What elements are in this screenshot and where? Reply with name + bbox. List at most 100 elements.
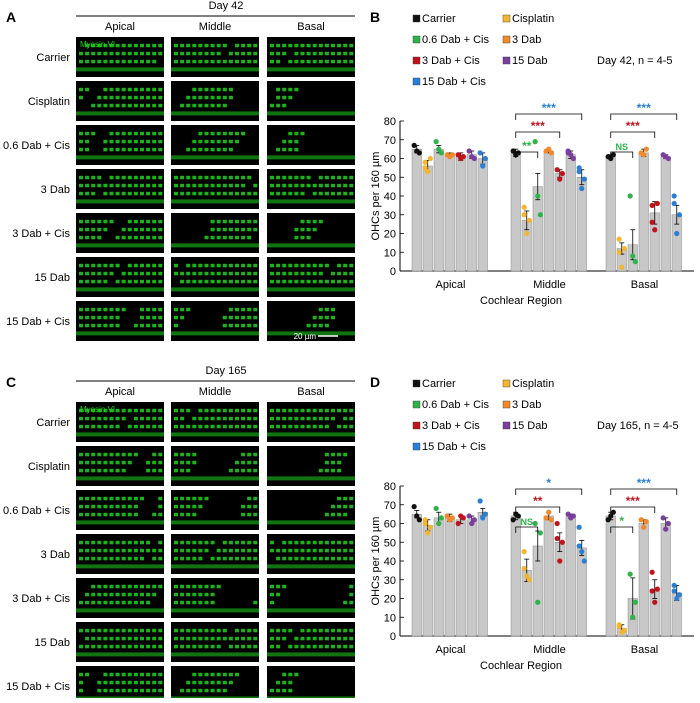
hair-cell (294, 416, 299, 421)
micrograph-image (267, 622, 355, 662)
hair-cell (282, 175, 287, 180)
hair-cell (133, 424, 138, 429)
hair-cell (140, 87, 144, 92)
hair-cell (186, 51, 191, 56)
hair-cell (146, 628, 151, 633)
hair-cell (282, 416, 287, 421)
hair-cell (103, 468, 108, 473)
hair-cell (204, 584, 209, 589)
bar (433, 148, 444, 272)
row-label: Carrier (36, 52, 70, 64)
legend-swatch (502, 35, 511, 44)
support-band (267, 287, 355, 292)
hair-cell (109, 468, 114, 473)
hair-cell (241, 460, 246, 465)
data-point (627, 193, 633, 199)
hair-cell (247, 315, 252, 320)
hair-cell (247, 51, 252, 56)
hair-cell (324, 307, 329, 312)
hair-cell (79, 59, 83, 64)
hair-cell (140, 51, 144, 56)
micrograph-image (76, 534, 164, 574)
hair-cell (294, 540, 299, 545)
bar (466, 519, 477, 637)
hair-cell (288, 680, 293, 685)
data-point (554, 535, 560, 542)
hair-cell (174, 628, 178, 633)
hair-cell (103, 95, 108, 100)
hair-cell (109, 51, 114, 56)
hair-cell (343, 556, 348, 561)
hair-cell (204, 43, 209, 48)
hair-cell (146, 548, 151, 553)
hair-cell (241, 512, 246, 517)
hair-cell (337, 51, 342, 56)
hair-cell (222, 672, 227, 677)
hair-cell (228, 672, 233, 677)
hair-cell (198, 51, 203, 56)
hair-cell (79, 688, 83, 693)
bar (411, 148, 422, 272)
hair-cell (349, 408, 354, 413)
hair-cell (204, 636, 209, 641)
hair-cell (97, 416, 102, 421)
hair-cell (343, 628, 348, 633)
hair-cell (152, 315, 157, 320)
bar (422, 165, 433, 272)
hair-cell (288, 43, 293, 48)
hair-cell (216, 263, 221, 268)
hair-cell (294, 424, 299, 429)
legend-label: 3 Dab + Cis (422, 55, 480, 67)
hair-cell (288, 95, 293, 100)
hair-cell (140, 191, 144, 196)
hair-cell (85, 147, 90, 152)
data-point (660, 515, 666, 521)
hair-cell (140, 43, 144, 48)
hair-cell (152, 307, 157, 312)
hair-cell (241, 468, 246, 473)
hair-cell (324, 408, 329, 413)
data-point (414, 513, 420, 519)
hair-cell (241, 279, 246, 284)
hair-cell (127, 628, 132, 633)
hair-cell (276, 584, 281, 589)
hair-cell (180, 496, 185, 501)
hair-cell (85, 512, 90, 517)
hair-cell (186, 460, 191, 465)
hair-cell (186, 600, 191, 605)
hair-cell (349, 644, 354, 649)
data-point (671, 200, 677, 207)
support-band (171, 155, 259, 160)
data-point (471, 155, 477, 162)
bar (477, 512, 488, 637)
bar (477, 158, 488, 272)
hair-cell (127, 672, 132, 677)
significance-label: *** (626, 494, 640, 508)
hair-cell (127, 131, 132, 136)
hair-cell (186, 279, 191, 284)
hair-cell (103, 416, 108, 421)
hair-cell (97, 540, 102, 545)
support-band (171, 564, 259, 569)
hair-cell (79, 408, 83, 413)
hair-cell (222, 131, 227, 136)
hair-cell (103, 512, 108, 517)
hair-cell (216, 644, 221, 649)
micrograph-image (171, 490, 259, 530)
hair-cell (312, 51, 317, 56)
hair-cell (282, 584, 287, 589)
data-point (565, 150, 571, 156)
hair-cell (121, 672, 126, 677)
support-band (76, 520, 164, 525)
hair-cell (121, 59, 126, 64)
hair-cell (121, 147, 126, 152)
hair-cell (109, 103, 114, 108)
hair-cell (241, 628, 246, 633)
hair-cell (241, 191, 246, 196)
hair-cell (306, 175, 311, 180)
hair-cell (318, 323, 323, 328)
hair-cell (343, 183, 348, 188)
hair-cell (158, 235, 163, 240)
hair-cell (331, 644, 335, 649)
hair-cell (204, 87, 209, 92)
